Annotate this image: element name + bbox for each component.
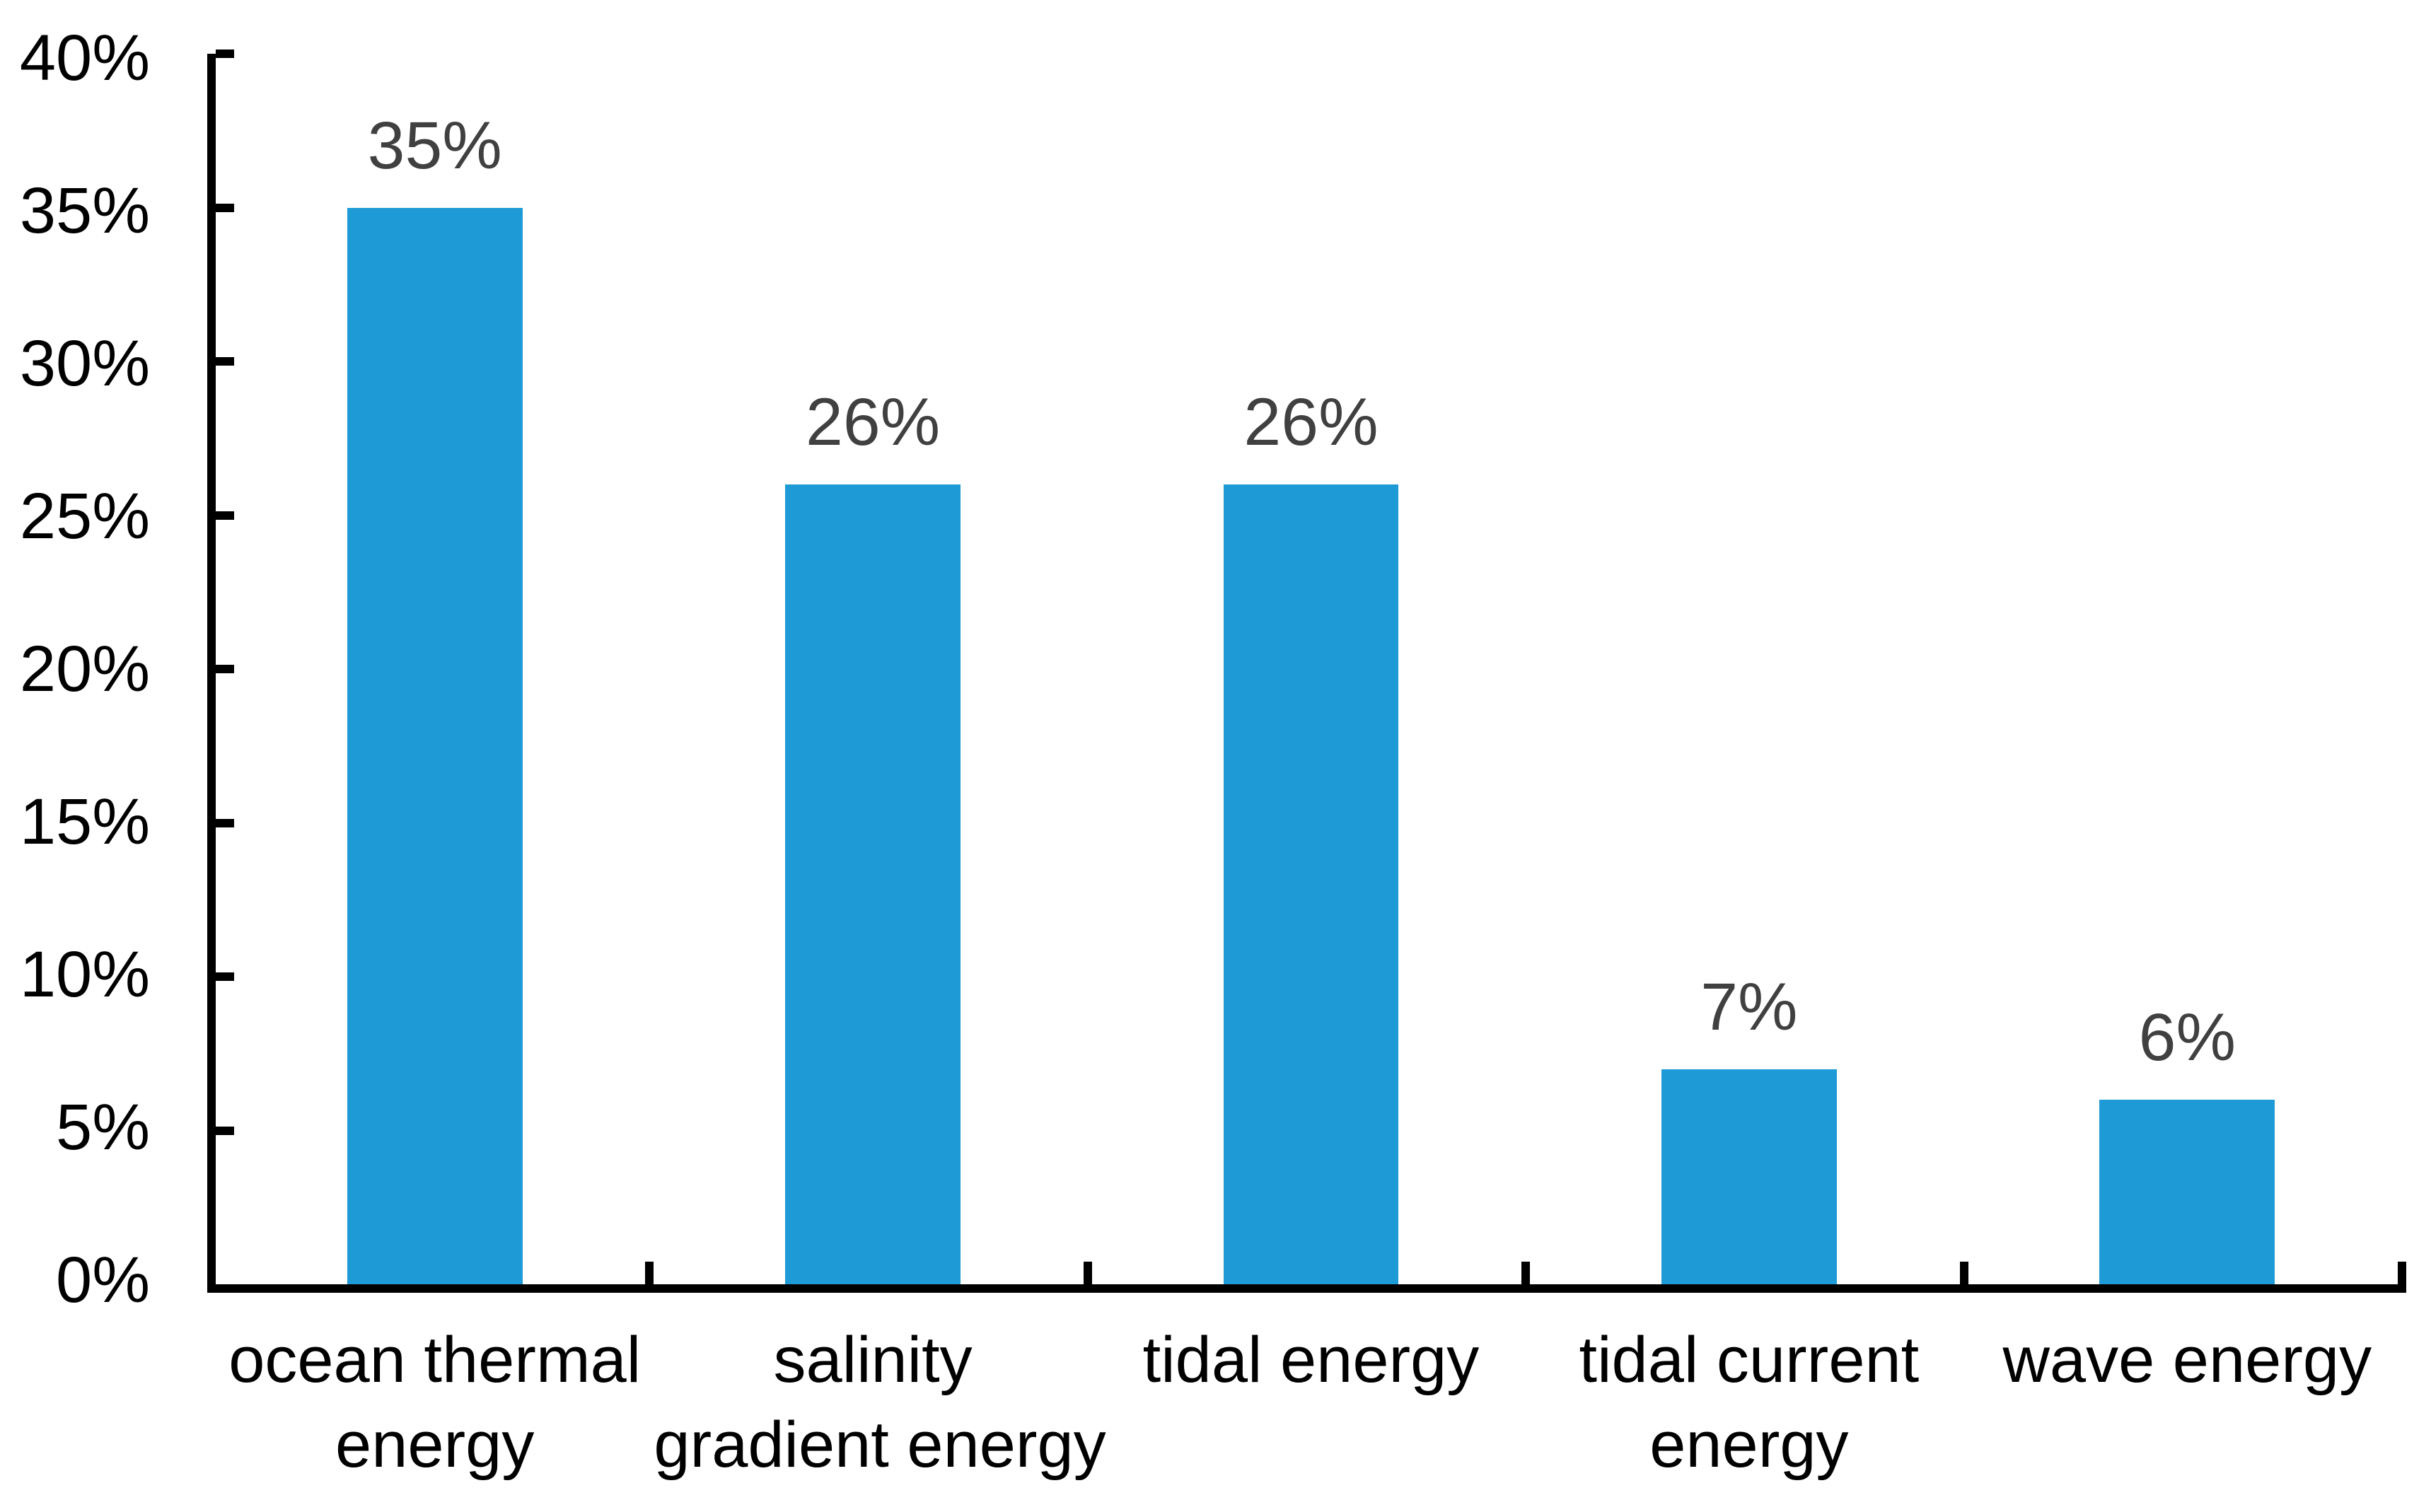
- y-axis-tick: [216, 972, 234, 981]
- bar-slot: 7%: [1530, 54, 1968, 1284]
- category-label: ocean thermal energy: [216, 1318, 654, 1487]
- y-axis-tick: [216, 818, 234, 827]
- bar-slot: 6%: [1968, 54, 2406, 1284]
- y-axis-tick: [216, 511, 234, 520]
- y-axis-tick: [216, 203, 234, 212]
- y-tick-label: 10%: [19, 938, 150, 1011]
- bar-value-label: 6%: [2138, 1000, 2236, 1075]
- category-label-line: salinity: [773, 1324, 973, 1396]
- y-tick-label: 40%: [19, 22, 150, 94]
- y-axis-tick: [216, 665, 234, 673]
- y-axis-tick: [216, 357, 234, 366]
- plot-area: 35% 26% 26% 7% 6%: [207, 50, 2406, 1293]
- category-label-line: tidal current: [1579, 1324, 1920, 1396]
- bar-slot: 26%: [1092, 54, 1530, 1284]
- bar-value-label: 35%: [367, 107, 502, 183]
- y-tick-label: 0%: [56, 1244, 150, 1316]
- x-axis-tick: [1959, 1262, 1968, 1284]
- bar-value-label: 7%: [1700, 969, 1798, 1045]
- bar-value-label: 26%: [1243, 385, 1379, 460]
- bar: [785, 484, 961, 1284]
- y-axis-tick-labels: 0% 5% 10% 15% 20% 25% 30% 35% 40%: [0, 25, 150, 1313]
- y-tick-label: 5%: [56, 1091, 150, 1163]
- bar: [1661, 1069, 1837, 1284]
- category-label-line: ocean thermal: [228, 1324, 642, 1396]
- x-axis-tick: [645, 1262, 654, 1284]
- bar-slot: 26%: [654, 54, 1091, 1284]
- y-axis-tick: [216, 1126, 234, 1135]
- x-axis-tick: [1521, 1262, 1531, 1284]
- bar: [347, 207, 523, 1284]
- y-axis-tick: [216, 50, 234, 58]
- category-label-line: wave energy: [2002, 1324, 2372, 1396]
- category-label: tidal energy: [1092, 1318, 1530, 1403]
- category-label-line: energy: [1649, 1408, 1849, 1481]
- y-tick-label: 15%: [19, 786, 150, 858]
- category-label-line: gradient energy: [654, 1408, 1106, 1481]
- category-label-line: tidal energy: [1142, 1324, 1480, 1396]
- category-label: salinity gradient energy: [654, 1318, 1106, 1487]
- x-axis-tick: [1083, 1262, 1092, 1284]
- bar-slot: 35%: [216, 54, 654, 1284]
- x-axis-tick: [2398, 1262, 2406, 1284]
- bar-value-label: 26%: [806, 385, 941, 460]
- category-label: tidal current energy: [1530, 1318, 1968, 1487]
- y-tick-label: 35%: [19, 175, 150, 247]
- category-label-line: energy: [335, 1408, 535, 1481]
- bar: [2099, 1100, 2275, 1284]
- y-tick-label: 25%: [19, 480, 150, 552]
- category-label: wave energy: [1968, 1318, 2406, 1403]
- y-tick-label: 20%: [19, 633, 150, 705]
- y-tick-label: 30%: [19, 327, 150, 400]
- bar: [1223, 484, 1399, 1284]
